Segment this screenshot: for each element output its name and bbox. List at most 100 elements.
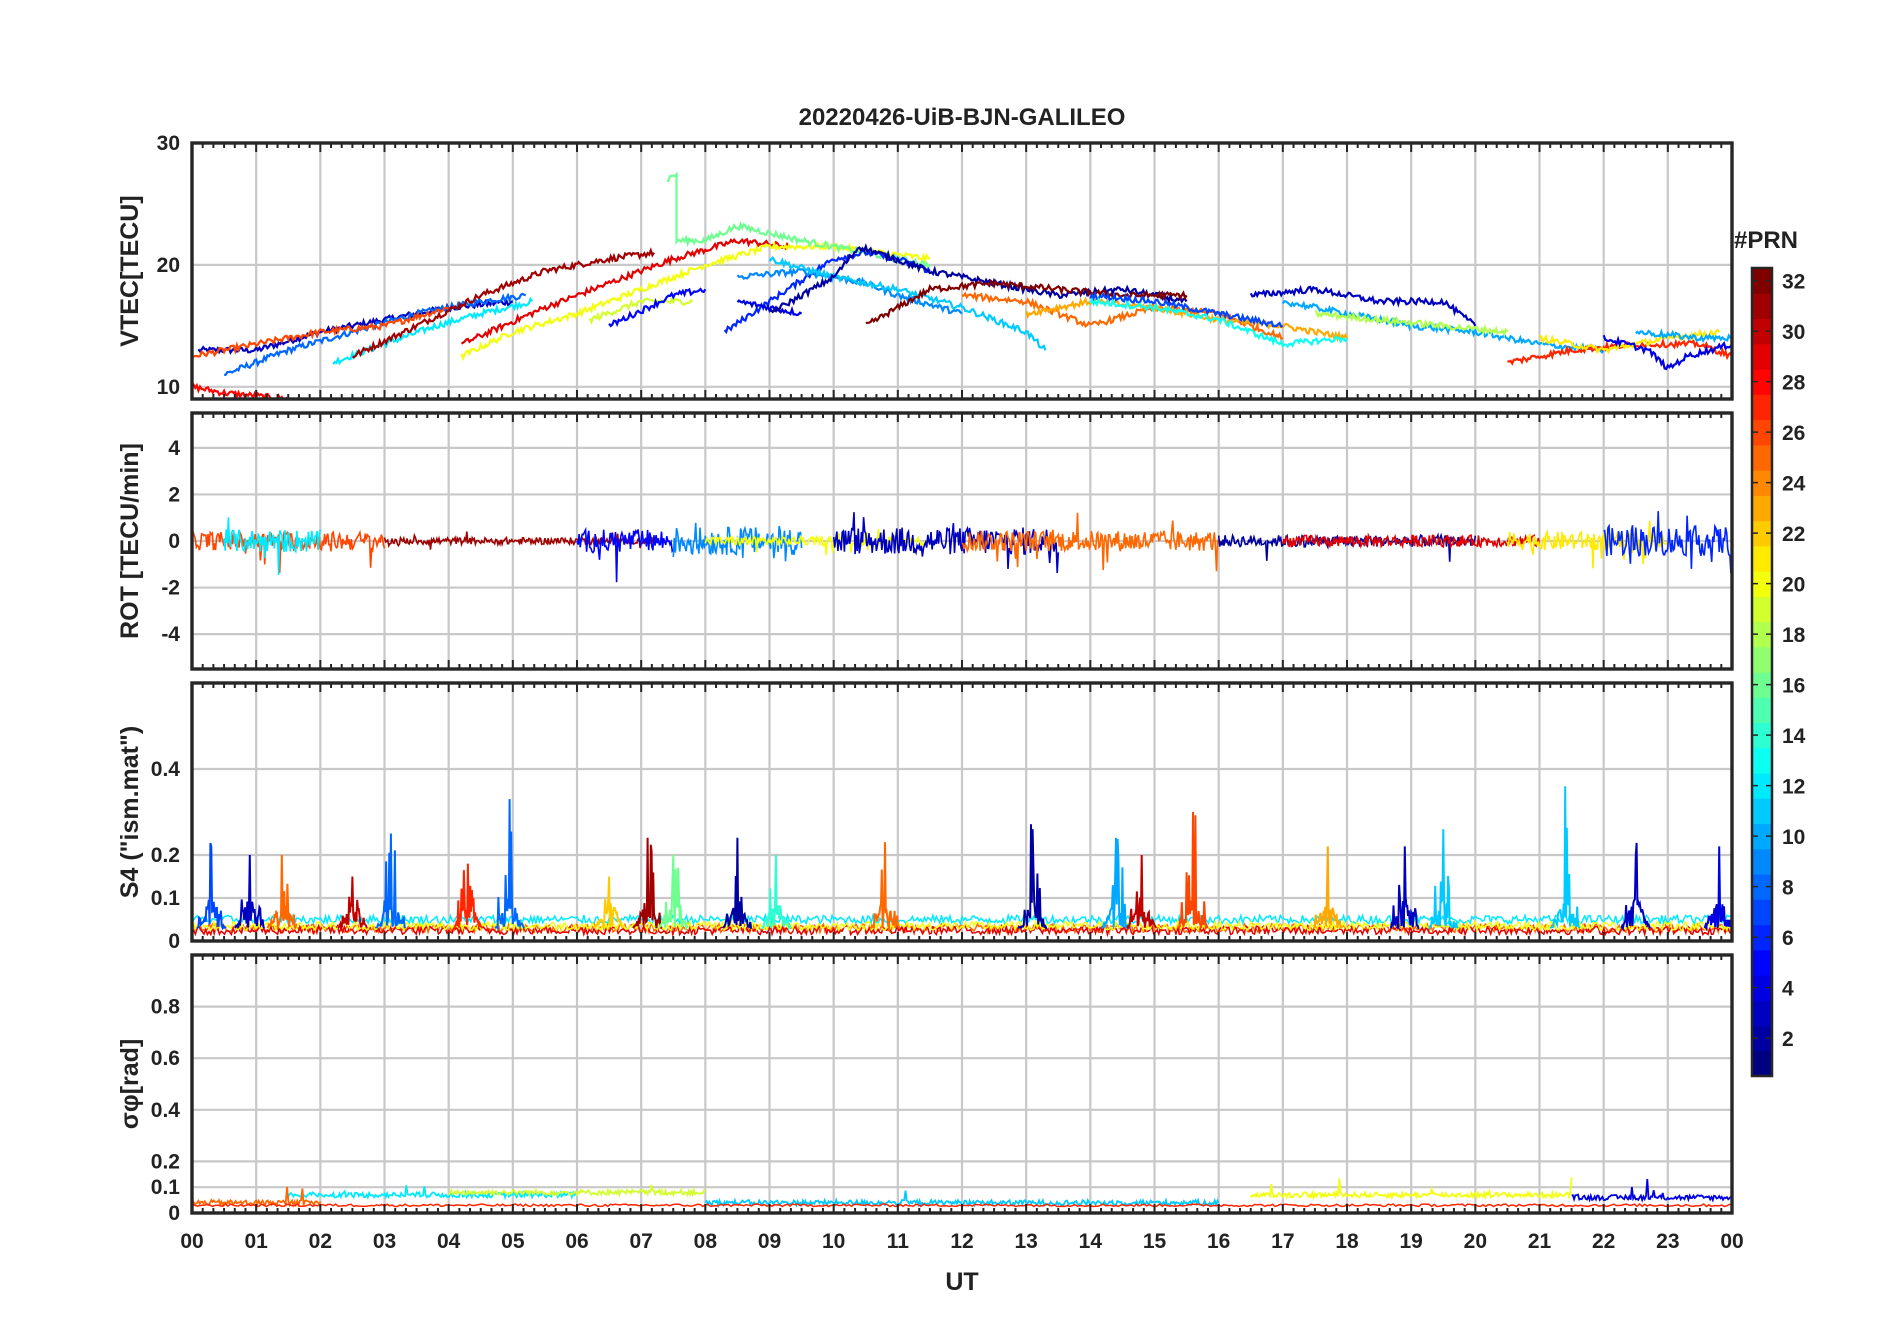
colorbar-segment bbox=[1752, 874, 1772, 900]
x-tick-label: 09 bbox=[758, 1230, 781, 1253]
s4-burst bbox=[1312, 846, 1344, 929]
x-tick-label: 14 bbox=[1079, 1230, 1103, 1253]
colorbar-tick-label: 28 bbox=[1782, 372, 1806, 395]
y-tick-label: 0.1 bbox=[151, 887, 181, 910]
vtec-trace bbox=[460, 237, 790, 345]
rot-trace bbox=[1603, 511, 1732, 574]
colorbar-frame bbox=[1750, 266, 1774, 1078]
s4-burst bbox=[266, 854, 297, 931]
vtec-trace bbox=[192, 382, 289, 399]
panel-s4: 0 0.1 0.2 0.4 S4 ("ism.mat") bbox=[116, 681, 1734, 953]
rot-trace bbox=[672, 522, 803, 562]
y-tick-label: 30 bbox=[157, 132, 180, 155]
y-tick-label: 0.2 bbox=[151, 844, 180, 867]
colorbar-segment bbox=[1752, 949, 1772, 976]
y-tick-label: 20 bbox=[157, 254, 180, 277]
s4-burst bbox=[1428, 829, 1459, 930]
vtec-trace bbox=[1314, 310, 1509, 338]
vtec-trace bbox=[768, 242, 1188, 314]
x-tick-label: 06 bbox=[565, 1230, 588, 1253]
y-tick-label: -2 bbox=[161, 577, 180, 600]
colorbar-tick-label: 14 bbox=[1782, 725, 1806, 748]
x-tick-label: 18 bbox=[1335, 1230, 1359, 1253]
s4-burst bbox=[453, 863, 484, 930]
vtec-trace bbox=[1089, 296, 1348, 349]
y-tick-label: -4 bbox=[161, 623, 180, 646]
vtec-trace bbox=[608, 287, 707, 328]
colorbar-tick-label: 32 bbox=[1782, 271, 1805, 294]
vtec-trace bbox=[192, 306, 450, 358]
s4-burst bbox=[494, 799, 526, 931]
s4-baseline bbox=[192, 918, 1732, 934]
sigma-trace bbox=[1571, 1178, 1732, 1203]
x-tick-label: 20 bbox=[1464, 1230, 1487, 1253]
x-tick-label: 16 bbox=[1207, 1230, 1230, 1253]
x-tick-label: 21 bbox=[1528, 1230, 1552, 1253]
x-tick-label: 05 bbox=[501, 1230, 525, 1253]
colorbar-tick-label: 8 bbox=[1782, 877, 1794, 900]
colorbar-segment bbox=[1752, 773, 1772, 799]
vtec-trace bbox=[1089, 290, 1284, 328]
colorbar-tick-label: 4 bbox=[1782, 978, 1794, 1001]
s4-burst bbox=[1177, 811, 1209, 930]
y-tick-label: 0.4 bbox=[151, 1099, 181, 1122]
y-axis-label-sigma_phi: σφ[rad] bbox=[116, 1039, 144, 1130]
s4-burst bbox=[1549, 786, 1581, 929]
sigma-trace bbox=[1250, 1177, 1573, 1201]
colorbar-segment bbox=[1752, 444, 1772, 471]
panel-frame bbox=[190, 953, 1734, 1215]
x-tick-label: 13 bbox=[1014, 1230, 1037, 1253]
colorbar-segment bbox=[1752, 318, 1772, 345]
colorbar-segment bbox=[1752, 823, 1772, 850]
x-tick-label: 15 bbox=[1143, 1230, 1167, 1253]
colorbar-tick-label: 26 bbox=[1782, 422, 1805, 445]
y-tick-label: 0.6 bbox=[151, 1047, 180, 1070]
x-tick-label: 01 bbox=[244, 1230, 268, 1253]
colorbar-segment bbox=[1752, 722, 1772, 749]
vtec-trace bbox=[588, 296, 694, 326]
colorbar-segment bbox=[1752, 520, 1772, 547]
s4-burst bbox=[234, 854, 266, 929]
rot-trace bbox=[1282, 532, 1541, 550]
colorbar-segment bbox=[1752, 293, 1772, 320]
x-tick-label: 22 bbox=[1592, 1230, 1615, 1253]
y-tick-label: 2 bbox=[168, 483, 180, 506]
colorbar-segment bbox=[1752, 596, 1772, 623]
vtec-trace bbox=[723, 248, 931, 335]
colorbar-tick-label: 30 bbox=[1782, 321, 1805, 344]
colorbar-tick-label: 6 bbox=[1782, 927, 1794, 950]
colorbar-segment bbox=[1752, 747, 1772, 774]
vtec-trace bbox=[736, 266, 963, 315]
x-tick-label: 10 bbox=[822, 1230, 845, 1253]
colorbar-segment bbox=[1752, 495, 1772, 522]
x-tick-label: 03 bbox=[373, 1230, 396, 1253]
y-tick-label: 0 bbox=[168, 930, 180, 953]
s4-burst bbox=[1017, 824, 1048, 930]
vtec-trace bbox=[1507, 337, 1732, 366]
colorbar-segment bbox=[1752, 419, 1772, 446]
colorbar-tick-label: 2 bbox=[1782, 1028, 1794, 1051]
y-axis-label-s4: S4 ("ism.mat") bbox=[116, 726, 144, 898]
colorbar-segment bbox=[1752, 697, 1772, 724]
panel-s4-data bbox=[192, 786, 1732, 938]
vtec-trace bbox=[1249, 284, 1477, 327]
vtec-trace bbox=[1602, 334, 1732, 371]
panel-vtec: 10 20 30 VTEC[TECU] bbox=[116, 132, 1734, 401]
colorbar-segment bbox=[1752, 571, 1772, 597]
vtec-trace bbox=[224, 292, 527, 376]
colorbar-tick-label: 24 bbox=[1782, 473, 1806, 496]
colorbar-segment bbox=[1752, 343, 1772, 370]
y-tick-label: 0 bbox=[168, 530, 180, 553]
y-axis-label-vtec: VTEC[TECU] bbox=[116, 195, 144, 346]
vtec-trace bbox=[1025, 296, 1348, 344]
chart-title: 20220426-UiB-BJN-GALILEO bbox=[799, 104, 1126, 131]
y-tick-label: 0.2 bbox=[151, 1150, 180, 1173]
y-tick-label: 0.1 bbox=[151, 1176, 181, 1199]
colorbar-segment bbox=[1752, 672, 1772, 698]
s4-burst bbox=[1620, 842, 1652, 932]
x-tick-label: 02 bbox=[309, 1230, 332, 1253]
vtec-trace bbox=[865, 278, 1188, 325]
